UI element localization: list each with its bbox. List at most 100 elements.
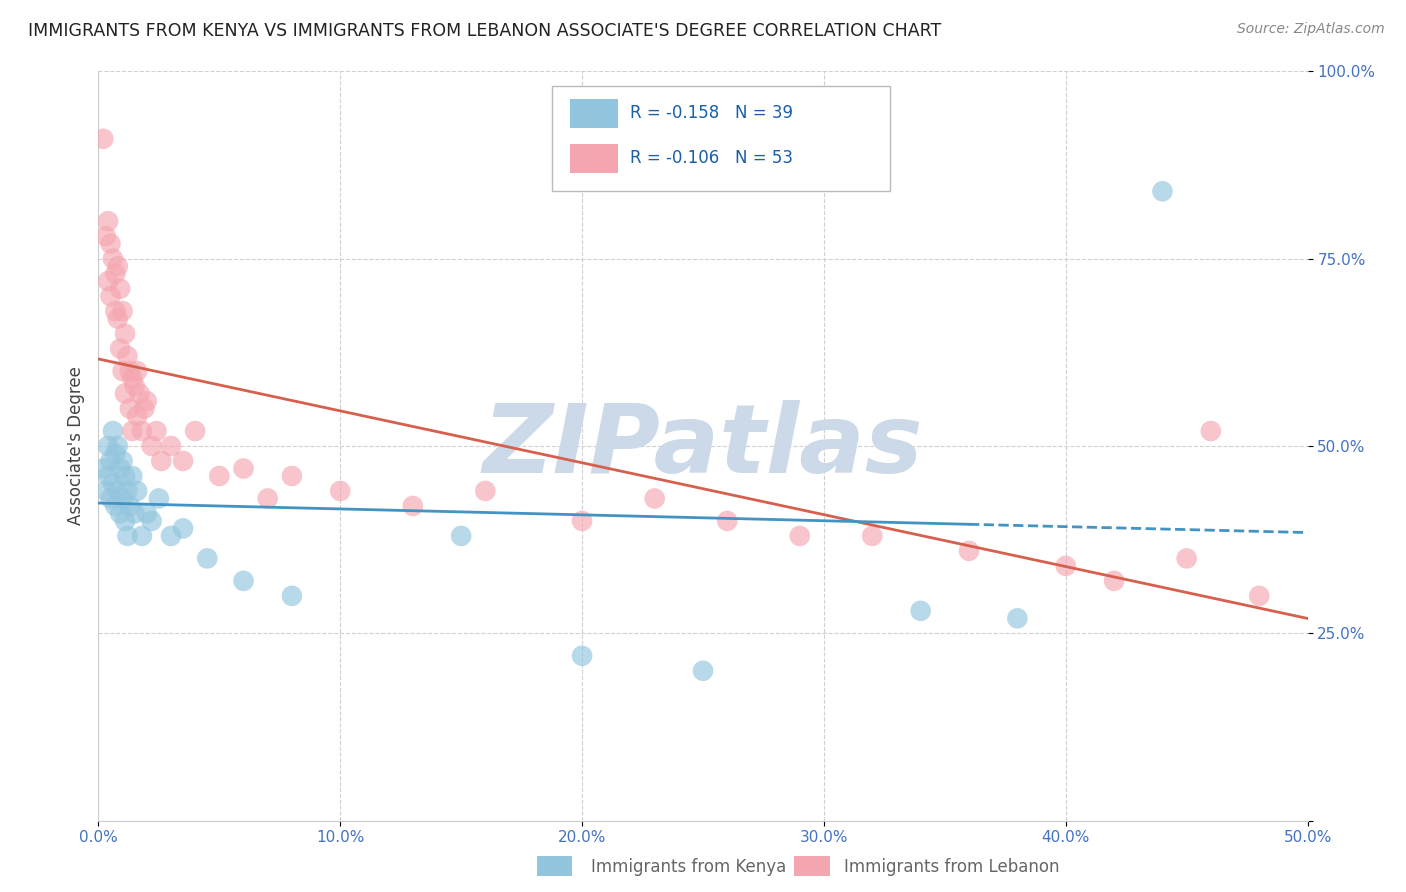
Text: R = -0.106   N = 53: R = -0.106 N = 53 [630, 149, 793, 168]
Point [97, 469, 120, 483]
Point [131, 529, 153, 543]
Point [1175, 551, 1198, 566]
Point [107, 259, 129, 273]
Point [1249, 589, 1271, 603]
Point [107, 311, 129, 326]
Point [100, 236, 122, 251]
Point [94, 483, 117, 498]
Point [111, 304, 134, 318]
Point [128, 386, 150, 401]
Point [118, 401, 141, 416]
Point [111, 454, 134, 468]
Point [117, 529, 139, 543]
Point [121, 371, 143, 385]
Point [108, 461, 131, 475]
Point [121, 469, 143, 483]
Point [94, 229, 117, 244]
Point [135, 394, 157, 409]
Point [145, 424, 167, 438]
Point [97, 439, 120, 453]
Point [101, 252, 124, 266]
Point [910, 604, 932, 618]
Point [450, 529, 472, 543]
Point [97, 214, 120, 228]
Point [329, 483, 352, 498]
Point [104, 304, 127, 318]
FancyBboxPatch shape [551, 87, 890, 191]
Point [172, 521, 194, 535]
Point [97, 274, 120, 288]
Point [860, 529, 883, 543]
Point [101, 476, 124, 491]
Point [114, 514, 136, 528]
Point [141, 514, 163, 528]
Point [107, 439, 129, 453]
Point [402, 499, 425, 513]
Point [281, 469, 304, 483]
Point [104, 499, 127, 513]
Point [134, 401, 156, 416]
Point [208, 469, 231, 483]
Point [789, 529, 811, 543]
Point [100, 454, 122, 468]
Point [571, 648, 593, 663]
Point [281, 589, 304, 603]
Point [571, 514, 593, 528]
Point [1007, 611, 1029, 625]
Point [232, 574, 254, 588]
Point [957, 544, 980, 558]
Point [108, 282, 131, 296]
Point [160, 529, 183, 543]
Point [1199, 424, 1222, 438]
Point [114, 386, 136, 401]
Text: Source: ZipAtlas.com: Source: ZipAtlas.com [1237, 22, 1385, 37]
Point [148, 491, 170, 506]
Point [111, 491, 134, 506]
Point [124, 507, 146, 521]
Point [150, 454, 173, 468]
Point [121, 424, 143, 438]
Point [127, 364, 149, 378]
Point [1102, 574, 1125, 588]
Point [100, 289, 122, 303]
Point [232, 461, 254, 475]
Point [256, 491, 278, 506]
Point [100, 491, 122, 506]
Point [131, 424, 153, 438]
Point [644, 491, 666, 506]
Bar [569, 99, 619, 128]
Point [91, 132, 114, 146]
Point [127, 483, 149, 498]
Point [114, 326, 136, 341]
Point [117, 483, 139, 498]
Point [716, 514, 738, 528]
Bar [569, 144, 619, 172]
Point [118, 364, 141, 378]
Point [172, 454, 194, 468]
Point [91, 461, 114, 475]
Point [104, 267, 127, 281]
Point [107, 483, 129, 498]
Point [692, 664, 714, 678]
Text: ZIPatlas: ZIPatlas [482, 400, 924, 492]
Point [195, 551, 218, 566]
Point [135, 507, 157, 521]
Y-axis label: Associate's Degree: Associate's Degree [66, 367, 84, 525]
Point [1152, 184, 1174, 198]
Text: Immigrants from Kenya: Immigrants from Kenya [591, 858, 786, 876]
Text: Immigrants from Lebanon: Immigrants from Lebanon [844, 858, 1059, 876]
Point [111, 364, 134, 378]
Point [124, 379, 146, 393]
Point [104, 446, 127, 460]
Point [118, 499, 141, 513]
Text: R = -0.158   N = 39: R = -0.158 N = 39 [630, 104, 793, 122]
Point [141, 439, 163, 453]
Point [127, 409, 149, 423]
Point [114, 469, 136, 483]
Point [101, 424, 124, 438]
Point [1054, 558, 1077, 573]
Point [474, 483, 496, 498]
Point [108, 507, 131, 521]
Point [117, 349, 139, 363]
Text: IMMIGRANTS FROM KENYA VS IMMIGRANTS FROM LEBANON ASSOCIATE'S DEGREE CORRELATION : IMMIGRANTS FROM KENYA VS IMMIGRANTS FROM… [28, 22, 942, 40]
